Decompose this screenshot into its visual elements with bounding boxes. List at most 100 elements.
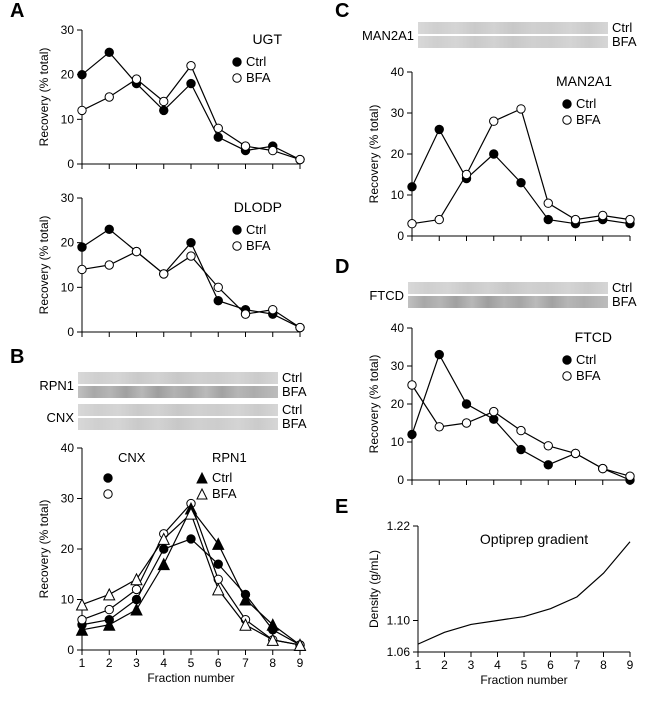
svg-text:5: 5 — [188, 656, 195, 670]
svg-text:40: 40 — [391, 65, 405, 79]
svg-text:10: 10 — [61, 593, 75, 607]
svg-text:FTCD: FTCD — [575, 329, 612, 345]
svg-text:Recovery (% total): Recovery (% total) — [367, 105, 381, 204]
gel-label-rpn1-ctrl: Ctrl — [282, 370, 302, 385]
svg-text:BFA: BFA — [246, 238, 271, 253]
gel-lane-man2a1-bfa — [418, 36, 608, 48]
svg-text:Recovery (% total): Recovery (% total) — [367, 355, 381, 454]
svg-text:6: 6 — [215, 656, 222, 670]
panel-letter-a: A — [10, 0, 24, 23]
svg-text:Density (g/mL): Density (g/mL) — [367, 550, 381, 628]
svg-text:0: 0 — [67, 157, 74, 171]
svg-text:1.06: 1.06 — [387, 645, 411, 659]
svg-text:7: 7 — [242, 656, 249, 670]
gel-label-rpn1: RPN1 — [30, 378, 74, 393]
gel-man2a1 — [418, 22, 608, 50]
svg-text:8: 8 — [269, 656, 276, 670]
gel-lane-rpn1-bfa — [78, 386, 278, 398]
svg-text:BFA: BFA — [212, 486, 237, 501]
svg-text:5: 5 — [521, 658, 528, 672]
svg-text:2: 2 — [106, 656, 113, 670]
chart-ftcd: 010203040Recovery (% total)FTCDCtrlBFA — [360, 316, 640, 494]
svg-text:30: 30 — [391, 106, 405, 120]
gel-lane-rpn1-ctrl — [78, 372, 278, 384]
svg-text:Ctrl: Ctrl — [212, 470, 232, 485]
gel-rpn1 — [78, 372, 278, 400]
gel-label-man2a1-bfa: BFA — [612, 34, 637, 49]
svg-text:BFA: BFA — [246, 70, 271, 85]
svg-text:30: 30 — [61, 492, 75, 506]
svg-text:1: 1 — [79, 656, 86, 670]
gel-cnx — [78, 404, 278, 432]
gel-ftcd — [408, 282, 608, 310]
chart-dlodp: 0 10 20 30 Recovery (% total) DLODP CtrlBFA — [30, 186, 310, 346]
svg-text:4: 4 — [494, 658, 501, 672]
svg-text:CNX: CNX — [118, 450, 146, 465]
svg-text:20: 20 — [391, 397, 405, 411]
chart-ugt: 0 10 20 30 Recovery (% total) UGT CtrlBFA — [30, 18, 310, 178]
svg-text:10: 10 — [61, 280, 75, 294]
svg-text:20: 20 — [61, 68, 75, 82]
gel-lane-cnx-ctrl — [78, 404, 278, 416]
gel-label-man2a1-ctrl: Ctrl — [612, 20, 632, 35]
gel-label-ftcd-bfa: BFA — [612, 294, 637, 309]
svg-text:Recovery (% total): Recovery (% total) — [37, 216, 51, 315]
svg-text:Ctrl: Ctrl — [576, 96, 596, 111]
svg-text:6: 6 — [547, 658, 554, 672]
svg-text:30: 30 — [61, 191, 75, 205]
gel-lane-ftcd-bfa — [408, 296, 608, 308]
svg-text:9: 9 — [297, 656, 304, 670]
panel-letter-c: C — [335, 0, 349, 23]
svg-text:Ctrl: Ctrl — [576, 352, 596, 367]
svg-text:4: 4 — [160, 656, 167, 670]
svg-text:0: 0 — [67, 643, 74, 657]
svg-text:1: 1 — [415, 658, 422, 672]
gel-label-man2a1: MAN2A1 — [352, 28, 414, 43]
svg-text:1.10: 1.10 — [387, 614, 411, 628]
panel-letter-d: D — [335, 256, 349, 279]
svg-text:40: 40 — [61, 441, 75, 455]
svg-text:DLODP: DLODP — [234, 199, 282, 215]
svg-text:Recovery (% total): Recovery (% total) — [37, 48, 51, 147]
svg-text:30: 30 — [391, 359, 405, 373]
svg-text:Ctrl: Ctrl — [246, 222, 266, 237]
svg-text:MAN2A1: MAN2A1 — [556, 73, 612, 89]
svg-text:1.22: 1.22 — [387, 519, 411, 533]
svg-text:BFA: BFA — [576, 112, 601, 127]
svg-text:3: 3 — [468, 658, 475, 672]
svg-text:20: 20 — [61, 542, 75, 556]
svg-text:2: 2 — [441, 658, 448, 672]
svg-text:RPN1: RPN1 — [212, 450, 247, 465]
panel-letter-e: E — [335, 496, 348, 519]
chart-rpn1-cnx: 0 10 20 30 40 1 2 3 4 5 6 7 8 9 Recovery (% total) Frac… — [30, 436, 310, 688]
svg-text:8: 8 — [600, 658, 607, 672]
svg-text:UGT: UGT — [252, 31, 282, 47]
gel-label-cnx-ctrl: Ctrl — [282, 402, 302, 417]
svg-text:Recovery (% total): Recovery (% total) — [37, 500, 51, 599]
svg-text:0: 0 — [397, 229, 404, 243]
svg-text:10: 10 — [391, 435, 405, 449]
svg-text:30: 30 — [61, 23, 75, 37]
gel-label-rpn1-bfa: BFA — [282, 384, 307, 399]
svg-text:Ctrl: Ctrl — [246, 54, 266, 69]
svg-text:3: 3 — [133, 656, 140, 670]
gel-label-cnx-bfa: BFA — [282, 416, 307, 431]
svg-text:0: 0 — [67, 325, 74, 339]
gel-label-ftcd: FTCD — [358, 288, 404, 303]
svg-text:Optiprep gradient: Optiprep gradient — [480, 531, 588, 547]
svg-text:10: 10 — [61, 112, 75, 126]
chart-optiprep: 1.06 1.10 1.22 1 2 3 4 5 6 7 8 9 Density (g/mL) Fract… — [360, 514, 640, 690]
gel-lane-ftcd-ctrl — [408, 282, 608, 294]
svg-text:Fraction number: Fraction number — [147, 671, 234, 685]
svg-text:20: 20 — [391, 147, 405, 161]
svg-text:0: 0 — [397, 473, 404, 487]
svg-text:9: 9 — [627, 658, 634, 672]
gel-lane-cnx-bfa — [78, 418, 278, 430]
panel-letter-b: B — [10, 346, 24, 369]
svg-text:20: 20 — [61, 236, 75, 250]
chart-man2a1: 0 10 20 30 40 Recovery (% total) MAN2A1 CtrlBFA — [360, 60, 640, 250]
svg-text:10: 10 — [391, 188, 405, 202]
gel-label-ftcd-ctrl: Ctrl — [612, 280, 632, 295]
svg-text:7: 7 — [574, 658, 581, 672]
svg-text:Fraction number: Fraction number — [480, 673, 567, 687]
